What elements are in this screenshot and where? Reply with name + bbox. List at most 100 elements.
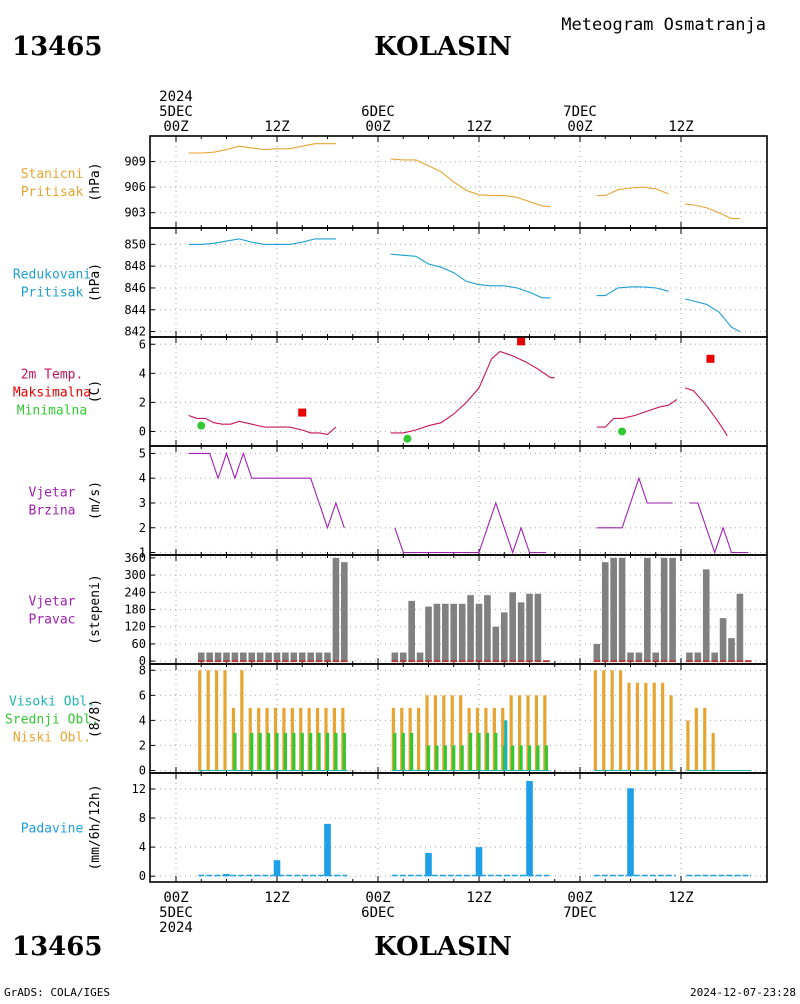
y-tick-label: 906 <box>124 180 146 194</box>
cloud-bar-mid <box>300 732 304 771</box>
y-tick-label: 848 <box>124 259 146 273</box>
time-label-top: 2024 <box>159 89 193 105</box>
y-tick-label: 0 <box>139 869 146 883</box>
y-tick-label: 120 <box>124 620 146 634</box>
panel-wind-direction: 0 60 120 180 240 300 360 Vjetar Pravac (stepeni) <box>29 551 768 668</box>
y-tick-label: 909 <box>124 155 146 169</box>
cloud-bar-low <box>661 682 665 771</box>
cloud-bar-low <box>644 682 648 771</box>
panel-label-line: Vjetar <box>29 486 76 501</box>
cloud-bar-low <box>206 670 210 771</box>
panel-station-pressure: 903 906 909 Stanicni Pritisak (hPa) <box>21 135 768 229</box>
time-label-bottom: 7DEC <box>563 905 597 921</box>
y-tick-label: 240 <box>124 585 146 599</box>
cloud-bar-low <box>610 670 614 771</box>
series-line-reduced-pressure <box>188 238 336 245</box>
wind-direction-bar <box>500 612 508 662</box>
wind-direction-bar <box>736 593 744 662</box>
cloud-bar-low <box>433 695 438 771</box>
series-line-station-pressure <box>685 203 740 220</box>
panel-label: 2m Temp. Maksimalna Minimalna <box>13 368 91 419</box>
y-tick-label: 300 <box>124 568 146 582</box>
y-tick-label: 4 <box>139 840 146 854</box>
time-label-top: 6DEC <box>361 104 395 120</box>
y-tick-label: 180 <box>124 603 146 617</box>
time-label-top: 7DEC <box>563 104 597 120</box>
panel-clouds: 0 2 4 6 8 Visoki Obl. Srednji Obl. Niski Obl.(8… <box>5 663 768 777</box>
panel-label-line: Srednji Obl. <box>5 713 99 728</box>
wind-direction-bar <box>231 652 239 662</box>
panel-label-line: 2m Temp. <box>21 368 84 383</box>
station-name-bottom: KOLASIN <box>374 932 512 962</box>
meteogram-subtitle: Meteogram Osmatranja <box>561 15 766 35</box>
cloud-bar-low <box>652 682 656 771</box>
wind-direction-bar <box>240 652 247 662</box>
time-label-bottom: 00Z <box>365 890 390 906</box>
y-tick-label: 8 <box>139 663 146 677</box>
temp-max-marker <box>298 408 307 417</box>
y-tick-label: 8 <box>139 811 146 825</box>
wind-direction-bar <box>399 652 407 662</box>
cloud-bar-high <box>504 720 508 771</box>
cloud-bar-low <box>602 670 606 771</box>
wind-direction-bar <box>315 652 323 662</box>
temp-min-marker <box>403 434 412 443</box>
panel-label-line: Maksimalna <box>13 386 91 401</box>
station-name-top: KOLASIN <box>374 32 512 62</box>
cloud-bar-mid <box>485 732 490 771</box>
time-label-top: 00Z <box>365 119 390 135</box>
y-tick-label: 4 <box>139 366 146 380</box>
panel-label: Visoki Obl. Srednji Obl. Niski Obl. <box>5 695 99 746</box>
panel-label: Redukovani Pritisak <box>13 268 91 301</box>
wind-direction-bar <box>517 602 525 662</box>
precip-bar <box>475 847 483 877</box>
wind-direction-bar <box>711 652 718 662</box>
wind-direction-bar <box>669 557 676 662</box>
cloud-bar-low <box>501 707 505 771</box>
precip-bar <box>273 860 281 877</box>
time-label-bottom: 00Z <box>567 890 592 906</box>
wind-direction-bar <box>618 557 626 662</box>
cloud-bar-mid <box>527 745 532 771</box>
cloud-bar-mid <box>401 732 405 771</box>
precip-bar <box>223 874 230 877</box>
wind-direction-bar <box>273 652 281 662</box>
y-tick-label: 903 <box>124 206 146 220</box>
wind-direction-bar <box>282 652 289 662</box>
y-tick-label: 4 <box>139 471 146 485</box>
panel-temperature: 0 2 4 6 2m Temp. Maksimalna Minimalna(C) <box>13 336 768 447</box>
series-line-temperature <box>188 414 337 435</box>
y-tick-label: 2 <box>139 738 146 752</box>
y-tick-label: 360 <box>124 551 146 565</box>
station-id-bottom: 13465 <box>12 932 102 962</box>
panel-frame <box>149 227 768 338</box>
cloud-bar-low <box>618 670 623 771</box>
cloud-bar-mid <box>410 732 414 771</box>
cloud-bar-mid <box>519 745 523 771</box>
wind-direction-bar <box>686 652 693 662</box>
series-line-wind-speed <box>689 502 749 555</box>
cloud-bar-low <box>686 720 690 771</box>
cloud-bar-mid <box>258 732 262 771</box>
wind-direction-bar <box>450 603 458 662</box>
cloud-bar-low <box>459 695 463 771</box>
wind-direction-bar <box>644 557 651 662</box>
series-line-temperature <box>685 387 728 437</box>
time-label-bottom: 2024 <box>159 920 193 936</box>
y-tick-label: 1 <box>139 546 146 560</box>
wind-direction-bar <box>728 638 735 662</box>
time-label-bottom: 5DEC <box>159 905 193 921</box>
panel-precipitation: 0 4 8 12 Padavine (mm/6h/12h) <box>21 772 768 883</box>
y-tick-label: 842 <box>124 325 146 339</box>
wind-direction-bar <box>593 643 601 662</box>
cloud-bar-mid <box>309 732 313 771</box>
series-line-reduced-pressure <box>390 253 551 299</box>
cloud-bar-mid <box>435 745 439 771</box>
y-tick-label: 0 <box>139 654 146 668</box>
series-line-station-pressure <box>596 186 669 197</box>
wind-direction-bar <box>719 618 727 662</box>
precip-bar <box>324 823 331 877</box>
